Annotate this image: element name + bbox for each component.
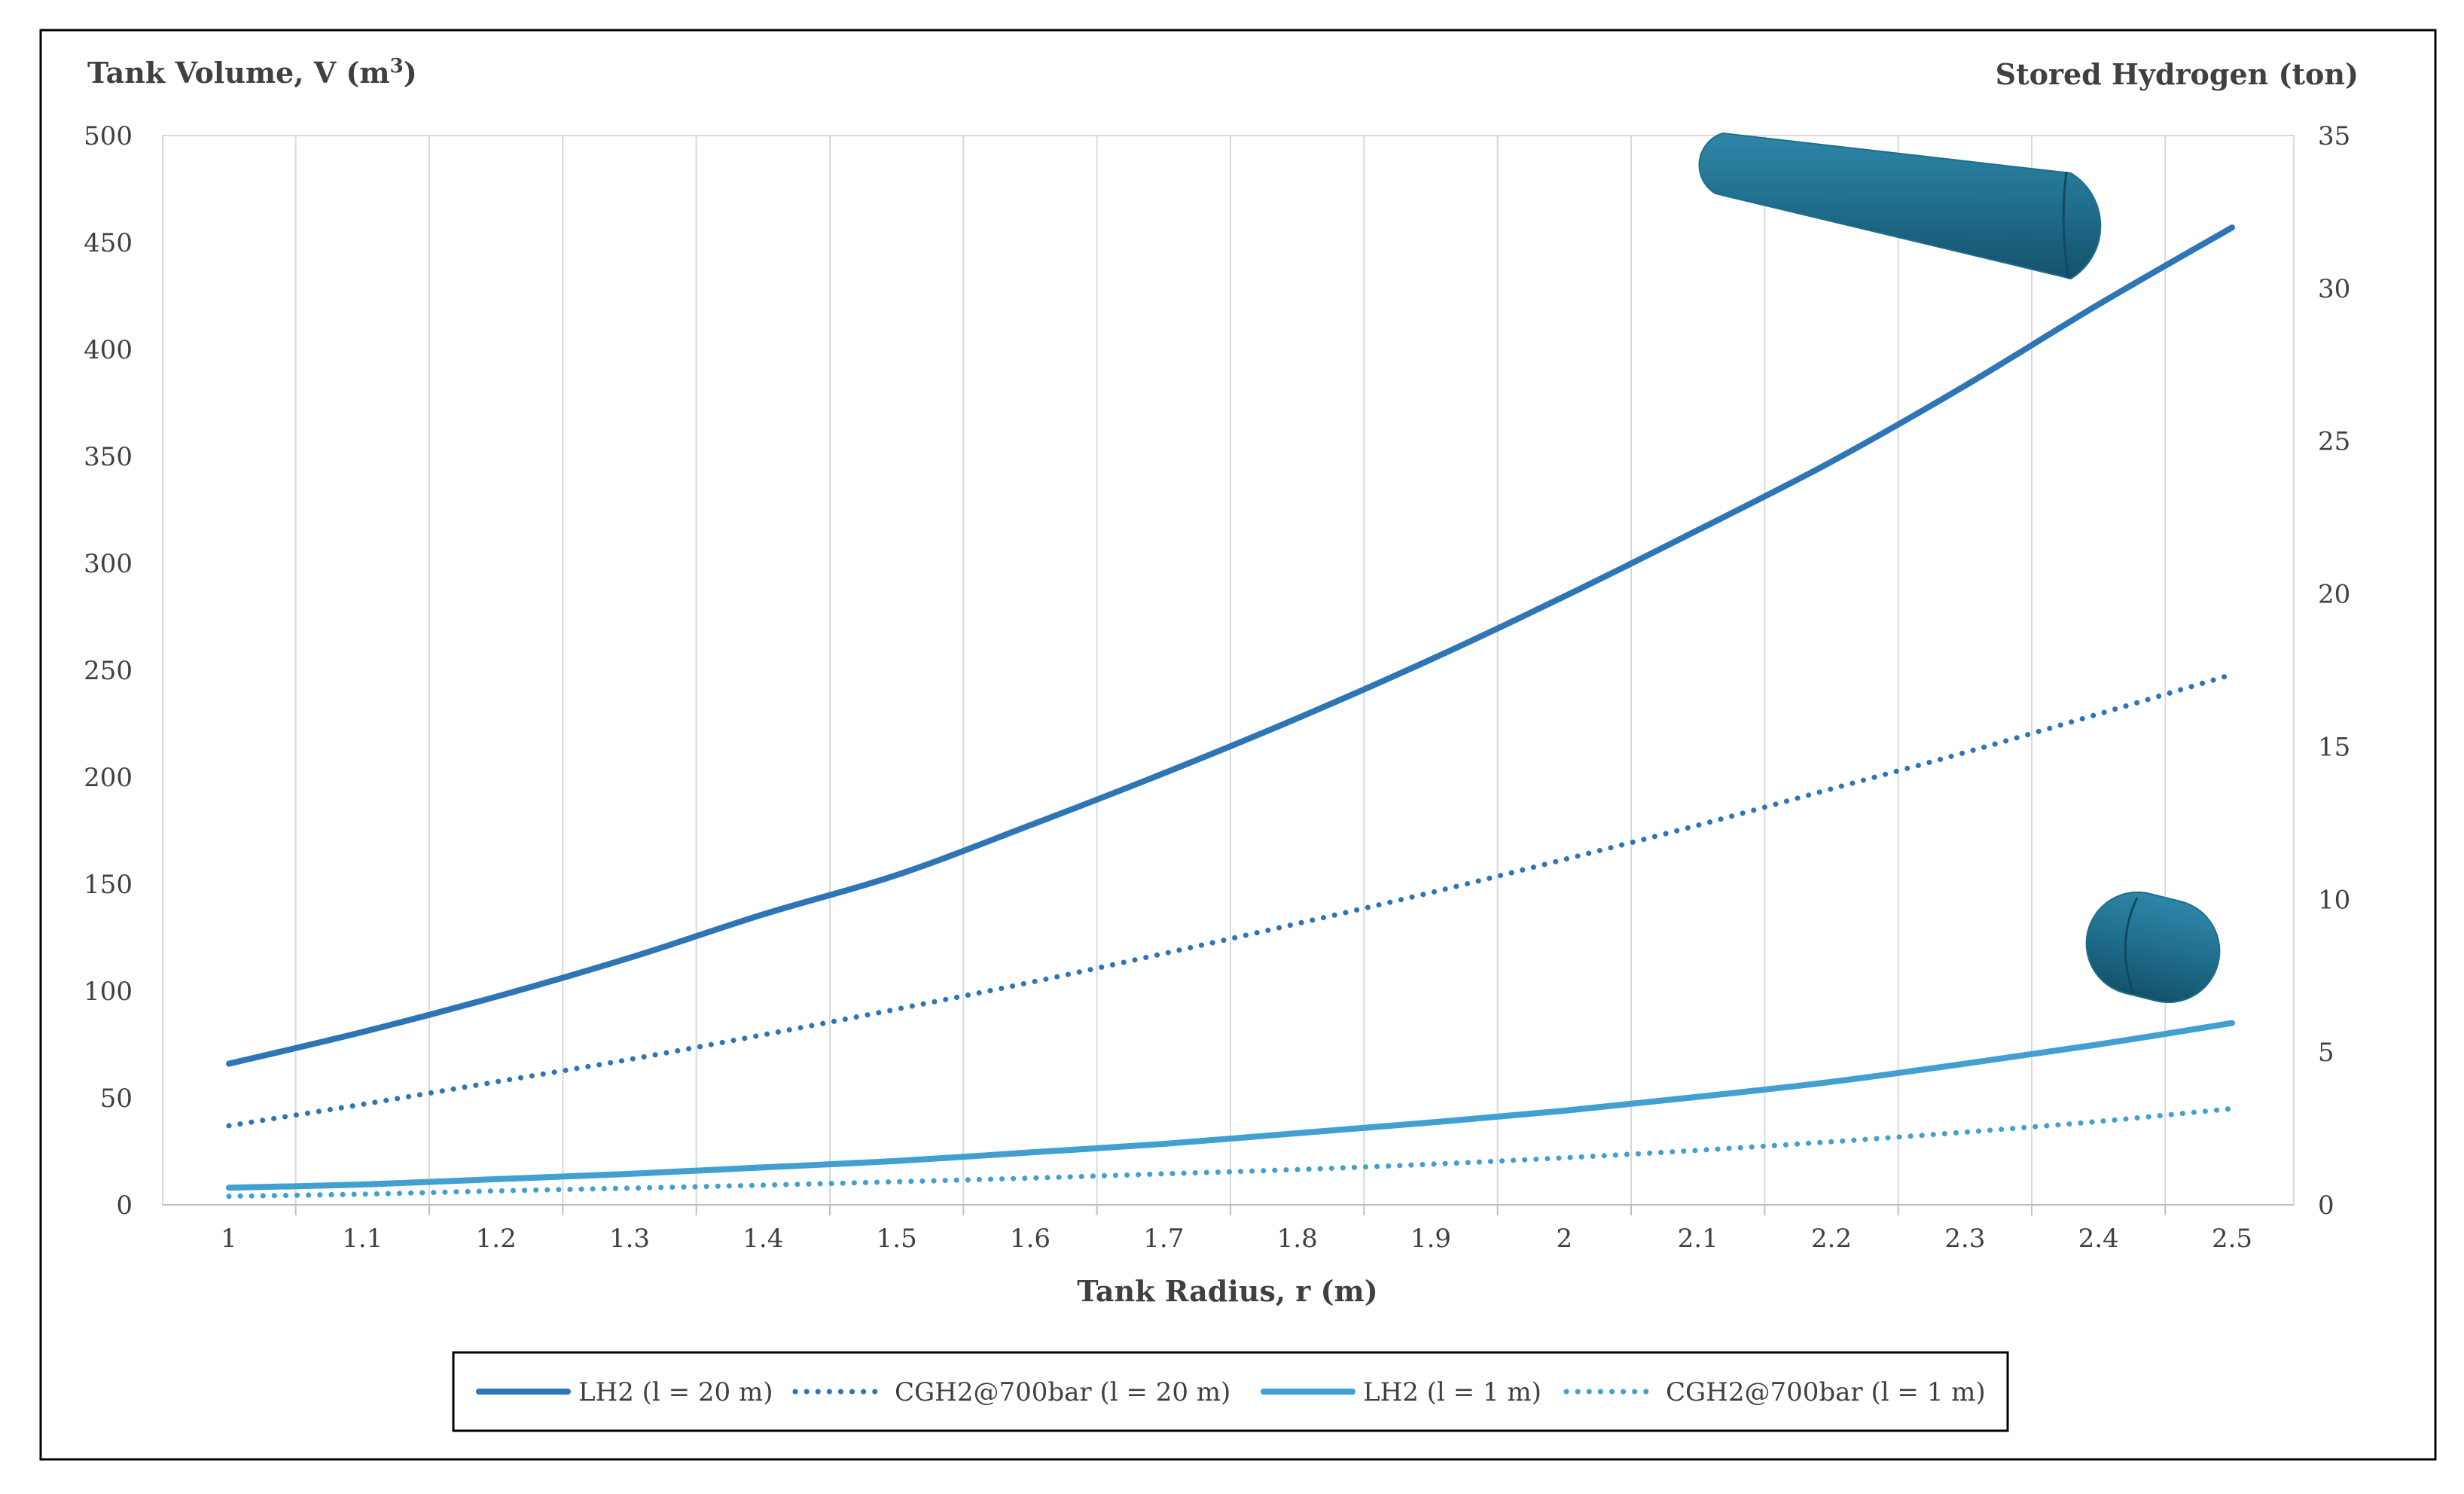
y-left-tick-label: 0 [116, 1191, 133, 1221]
legend-label-4: CGH2@700bar (l = 1 m) [1666, 1377, 1986, 1407]
x-tick-label: 1.8 [1277, 1224, 1318, 1254]
legend-label-2: CGH2@700bar (l = 20 m) [895, 1377, 1230, 1407]
y-right-tick-label: 25 [2318, 427, 2350, 457]
y-left-tick-label: 150 [84, 870, 133, 900]
series-line-3 [226, 1020, 2235, 1191]
y-left-tick-label: 500 [84, 121, 133, 151]
x-tick-label: 1.4 [743, 1224, 783, 1254]
x-tick-label: 1.9 [1410, 1224, 1451, 1254]
large-tank-illustration [1698, 132, 2102, 280]
x-tick-label: 2.4 [2078, 1224, 2119, 1254]
x-tick-label: 1.2 [476, 1224, 517, 1254]
y-right-tick-label: 30 [2318, 274, 2350, 304]
y-axis-right: 0 5 10 15 20 25 30 35 [2318, 121, 2350, 1221]
y-axis-left-title: Tank Volume, V (m3) [87, 55, 417, 90]
x-tick-label: 2.2 [1811, 1224, 1852, 1254]
y-left-tick-label: 250 [84, 656, 133, 686]
y-right-tick-label: 35 [2318, 121, 2350, 151]
y-left-tick-label: 450 [84, 228, 133, 258]
y-axis-right-title: Stored Hydrogen (ton) [1996, 57, 2359, 91]
y-left-tick-label: 400 [84, 335, 133, 365]
y-left-tick-label: 100 [84, 977, 133, 1007]
x-axis-title: Tank Radius, r (m) [1077, 1274, 1377, 1308]
x-tick-label: 1.5 [877, 1224, 917, 1254]
series-line-1 [226, 224, 2235, 1067]
y-right-tick-label: 5 [2318, 1038, 2334, 1068]
x-tick-label: 1 [221, 1224, 237, 1254]
legend-label-1: LH2 (l = 20 m) [578, 1377, 773, 1407]
x-tick-label: 2 [1557, 1224, 1573, 1254]
y-left-tick-label: 350 [84, 442, 133, 472]
x-tick-label: 2.1 [1678, 1224, 1718, 1254]
x-tick-label: 2.5 [2212, 1224, 2252, 1254]
y-left-tick-label: 50 [100, 1084, 133, 1114]
x-tick-label: 1.1 [342, 1224, 383, 1254]
y-right-tick-label: 15 [2318, 732, 2350, 762]
y-left-tick-label: 300 [84, 549, 133, 579]
y-right-tick-label: 10 [2318, 885, 2350, 915]
legend-label-3: LH2 (l = 1 m) [1363, 1377, 1542, 1407]
x-tick-label: 1.3 [609, 1224, 650, 1254]
y-axis-left: 0 50 100 150 200 250 300 350 400 450 500 [84, 121, 133, 1221]
y-right-tick-label: 20 [2318, 580, 2350, 610]
x-tick-label: 2.3 [1944, 1224, 1985, 1254]
gridlines [294, 136, 2167, 1205]
y-left-tick-label: 200 [84, 763, 133, 793]
x-tick-label: 1.6 [1010, 1224, 1051, 1254]
series [226, 224, 2235, 1200]
series-line-2 [226, 672, 2235, 1129]
series-line-4 [226, 1105, 2235, 1200]
small-tank-illustration [2085, 891, 2221, 1004]
legend-box [452, 1351, 2009, 1432]
x-tick-label: 1.7 [1143, 1224, 1184, 1254]
y-right-tick-label: 0 [2318, 1191, 2334, 1221]
legend: LH2 (l = 20 m) CGH2@700bar (l = 20 m) LH2 … [476, 1377, 1986, 1407]
x-axis: 1 1.1 1.2 1.3 1.4 1.5 1.6 1.7 1.8 1.9 2 2.1 2.2 2.3 2.… [163, 1204, 2294, 1254]
